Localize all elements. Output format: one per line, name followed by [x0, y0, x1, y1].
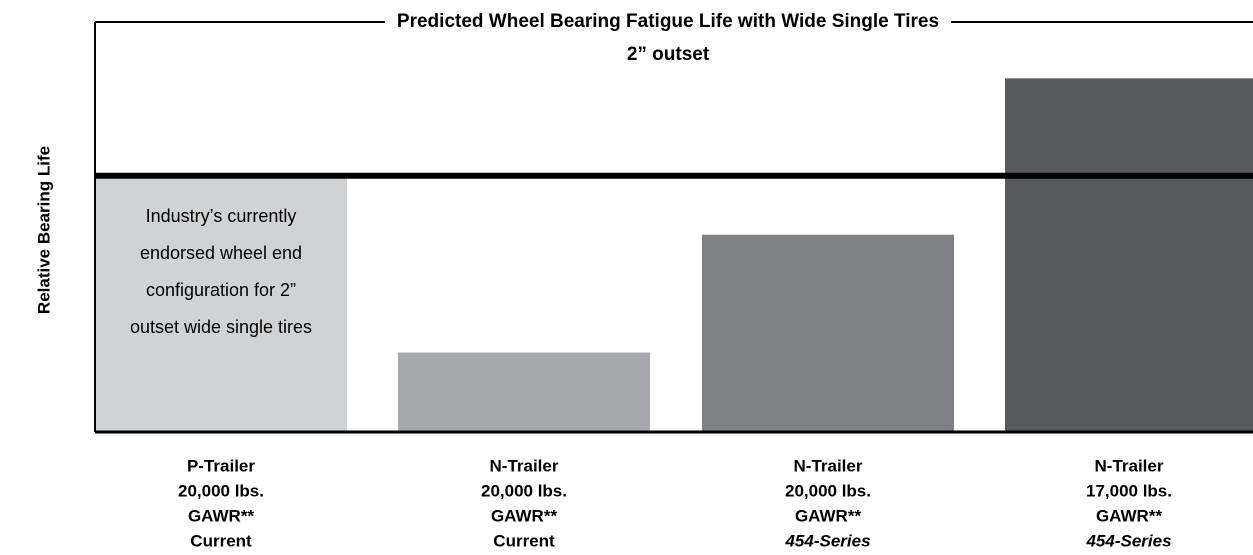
x-tick-label: P-Trailer	[187, 456, 255, 475]
title-background	[384, 19, 952, 25]
chart-title: Predicted Wheel Bearing Fatigue Life wit…	[397, 11, 939, 32]
bar	[702, 234, 954, 432]
x-tick-label: Current	[190, 531, 252, 550]
x-tick-label: GAWR**	[188, 506, 255, 525]
x-tick-label: N-Trailer	[490, 456, 559, 475]
bar	[398, 352, 650, 432]
annotation: Industry’s currently	[146, 206, 297, 226]
x-tick-label: GAWR**	[795, 506, 862, 525]
annotation: configuration for 2”	[146, 280, 296, 300]
x-tick-label: 20,000 lbs.	[785, 481, 871, 500]
x-tick-label: 454-Series	[1085, 531, 1171, 550]
x-tick-label: 454-Series	[784, 531, 870, 550]
x-tick-label: N-Trailer	[794, 456, 863, 475]
x-tick-label: 17,000 lbs.	[1086, 481, 1172, 500]
y-axis-label: Relative Bearing Life	[34, 146, 53, 314]
chart-subtitle: 2” outset	[627, 44, 710, 65]
x-tick-label: GAWR**	[491, 506, 558, 525]
x-tick-label: 20,000 lbs.	[481, 481, 567, 500]
x-tick-label: N-Trailer	[1095, 456, 1164, 475]
bar	[95, 175, 347, 432]
x-tick-label: GAWR**	[1096, 506, 1163, 525]
x-tick-label: Current	[493, 531, 555, 550]
annotation: endorsed wheel end	[140, 243, 302, 263]
x-tick-label: 20,000 lbs.	[178, 481, 264, 500]
bar	[1005, 78, 1253, 432]
annotation: outset wide single tires	[130, 317, 312, 337]
